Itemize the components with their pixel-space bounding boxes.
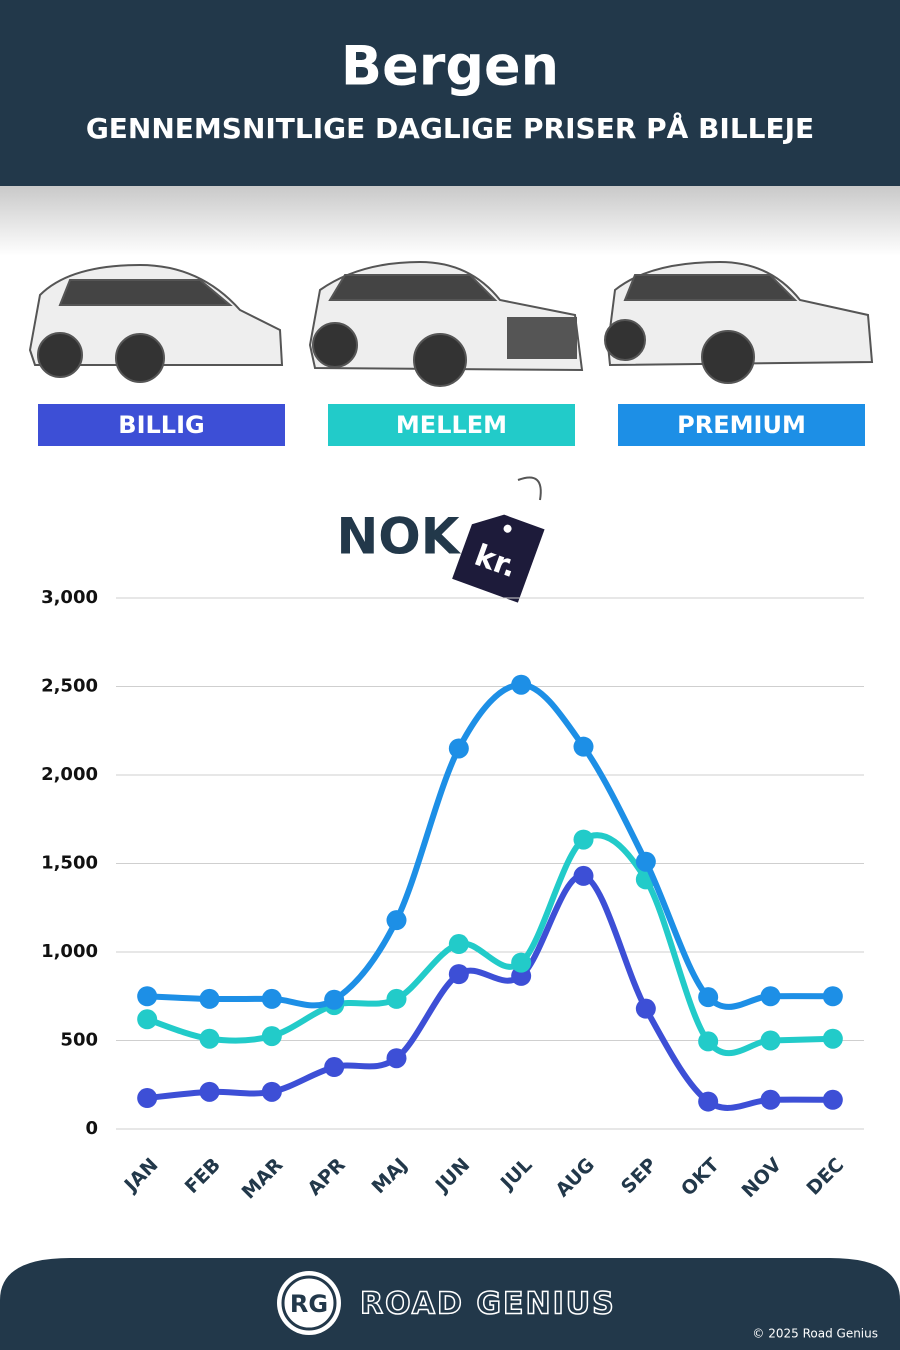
data-point <box>760 986 781 1007</box>
x-tick-label: JUL <box>495 1154 536 1195</box>
logo: RG <box>290 1290 328 1318</box>
data-point <box>199 1081 220 1102</box>
data-point <box>698 1031 719 1052</box>
data-point <box>448 964 469 985</box>
data-point <box>137 1088 158 1109</box>
x-tick-label: NOV <box>738 1154 786 1202</box>
y-tick-label: 0 <box>85 1118 98 1139</box>
legend-label: BILLIG <box>118 411 204 439</box>
y-tick-label: 500 <box>60 1030 98 1051</box>
legend-label: MELLEM <box>396 411 507 439</box>
data-point <box>324 989 345 1010</box>
data-point <box>386 910 407 931</box>
data-point <box>199 1028 220 1049</box>
title: Bergen <box>341 35 559 98</box>
data-point <box>448 738 469 759</box>
data-point <box>199 988 220 1009</box>
x-tick-label: MAJ <box>368 1154 412 1198</box>
y-tick-label: 2,000 <box>41 764 98 785</box>
data-point <box>511 952 532 973</box>
header-band <box>0 0 900 186</box>
data-point <box>573 829 594 850</box>
x-tick-label: OKT <box>677 1154 724 1201</box>
data-point <box>448 934 469 955</box>
x-tick-label: JUN <box>430 1154 474 1198</box>
header-shadow <box>0 186 900 256</box>
data-point <box>573 865 594 886</box>
data-point <box>386 988 407 1009</box>
y-tick-label: 1,000 <box>41 941 98 962</box>
x-tick-label: JAN <box>119 1154 163 1198</box>
data-point <box>386 1048 407 1069</box>
x-tick-label: FEB <box>181 1154 225 1198</box>
data-point <box>261 988 282 1009</box>
y-tick-label: 1,500 <box>41 853 98 874</box>
footer-band <box>0 1258 900 1350</box>
unit-label: NOK <box>336 508 461 566</box>
car-illustration <box>28 263 284 383</box>
line-chart: 0 500 1,000 1,500 2,000 2,500 3,000 JAN FEB MAR AP… <box>41 587 864 1204</box>
data-point <box>822 1028 843 1049</box>
subtitle: GENNEMSNITLIGE DAGLIGE PRISER PÅ BILLEJE <box>86 111 814 145</box>
logo-ring <box>281 1275 337 1331</box>
data-point <box>137 986 158 1007</box>
data-point <box>511 674 532 695</box>
y-tick-label: 3,000 <box>41 587 98 608</box>
series-line <box>144 832 836 1057</box>
data-point <box>698 987 719 1008</box>
legend-swatch <box>38 404 285 446</box>
car-illustration <box>308 260 584 387</box>
data-point <box>261 1026 282 1047</box>
x-tick-label: MAR <box>238 1154 288 1204</box>
x-tick-label: DEC <box>803 1154 849 1200</box>
price-tag: kr. <box>452 514 545 603</box>
brand: ROAD GENIUS <box>360 1287 616 1322</box>
legend-swatch <box>328 404 575 446</box>
y-tick-label: 2,500 <box>41 676 98 697</box>
data-point <box>635 851 656 872</box>
series-line <box>144 872 836 1111</box>
data-point <box>822 986 843 1007</box>
legend-label: PREMIUM <box>677 411 806 439</box>
x-tick-label: APR <box>303 1154 349 1200</box>
data-point <box>137 1009 158 1030</box>
data-point <box>760 1030 781 1051</box>
data-point <box>760 1089 781 1110</box>
car-illustration <box>604 260 874 384</box>
x-tick-label: AUG <box>551 1154 598 1201</box>
data-point <box>573 736 594 757</box>
tag-string <box>517 476 542 501</box>
data-point <box>261 1081 282 1102</box>
data-point <box>822 1089 843 1110</box>
data-point <box>635 998 656 1019</box>
data-point <box>698 1091 719 1112</box>
data-point <box>324 1057 345 1078</box>
legend-swatch <box>618 404 865 446</box>
x-tick-label: SEP <box>617 1154 661 1198</box>
copyright: © 2025 Road Genius <box>752 1327 878 1341</box>
logo-circle <box>277 1271 341 1335</box>
